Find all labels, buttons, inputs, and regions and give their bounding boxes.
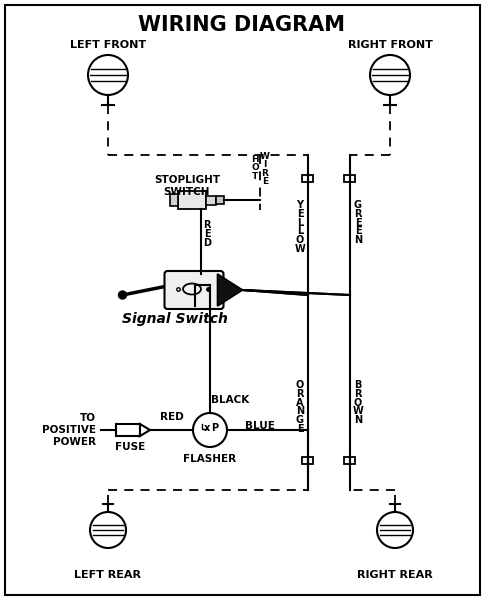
Text: W
I
R
E: W I R E bbox=[259, 152, 270, 186]
Text: RED: RED bbox=[159, 412, 183, 422]
Text: LEFT REAR: LEFT REAR bbox=[75, 570, 141, 580]
Polygon shape bbox=[140, 424, 150, 436]
Bar bbox=[206, 196, 215, 205]
Text: FUSE: FUSE bbox=[115, 442, 145, 452]
Text: Y
E
L
L
O
W: Y E L L O W bbox=[294, 200, 305, 254]
Bar bbox=[344, 175, 355, 181]
Bar bbox=[170, 194, 178, 206]
Text: x: x bbox=[203, 423, 210, 433]
Text: RIGHT REAR: RIGHT REAR bbox=[356, 570, 432, 580]
Text: BLUE: BLUE bbox=[244, 421, 274, 431]
Text: P: P bbox=[211, 423, 218, 433]
Text: BLACK: BLACK bbox=[211, 395, 249, 405]
Polygon shape bbox=[217, 274, 242, 306]
Text: O
R
A
N
G
E: O R A N G E bbox=[295, 380, 303, 434]
Bar bbox=[302, 175, 313, 181]
Bar bbox=[215, 196, 224, 204]
Circle shape bbox=[118, 291, 126, 299]
Bar bbox=[116, 424, 140, 436]
Circle shape bbox=[193, 413, 227, 447]
Text: FLASHER: FLASHER bbox=[183, 454, 236, 464]
Text: RIGHT FRONT: RIGHT FRONT bbox=[347, 40, 432, 50]
FancyBboxPatch shape bbox=[164, 271, 223, 309]
Bar bbox=[344, 457, 355, 463]
Text: R
E
D: R E D bbox=[203, 220, 211, 248]
Text: WIRING DIAGRAM: WIRING DIAGRAM bbox=[138, 15, 345, 35]
Bar bbox=[302, 457, 313, 463]
Bar bbox=[178, 191, 206, 209]
Text: Signal Switch: Signal Switch bbox=[122, 312, 227, 326]
Text: H
O
T: H O T bbox=[251, 155, 258, 181]
Text: B
R
O
W
N: B R O W N bbox=[352, 380, 363, 425]
Text: STOPLIGHT
SWITCH: STOPLIGHT SWITCH bbox=[153, 175, 220, 197]
Text: LEFT FRONT: LEFT FRONT bbox=[70, 40, 146, 50]
Text: G
R
E
E
N: G R E E N bbox=[353, 200, 362, 245]
Text: TO
POSITIVE
POWER: TO POSITIVE POWER bbox=[42, 413, 96, 446]
